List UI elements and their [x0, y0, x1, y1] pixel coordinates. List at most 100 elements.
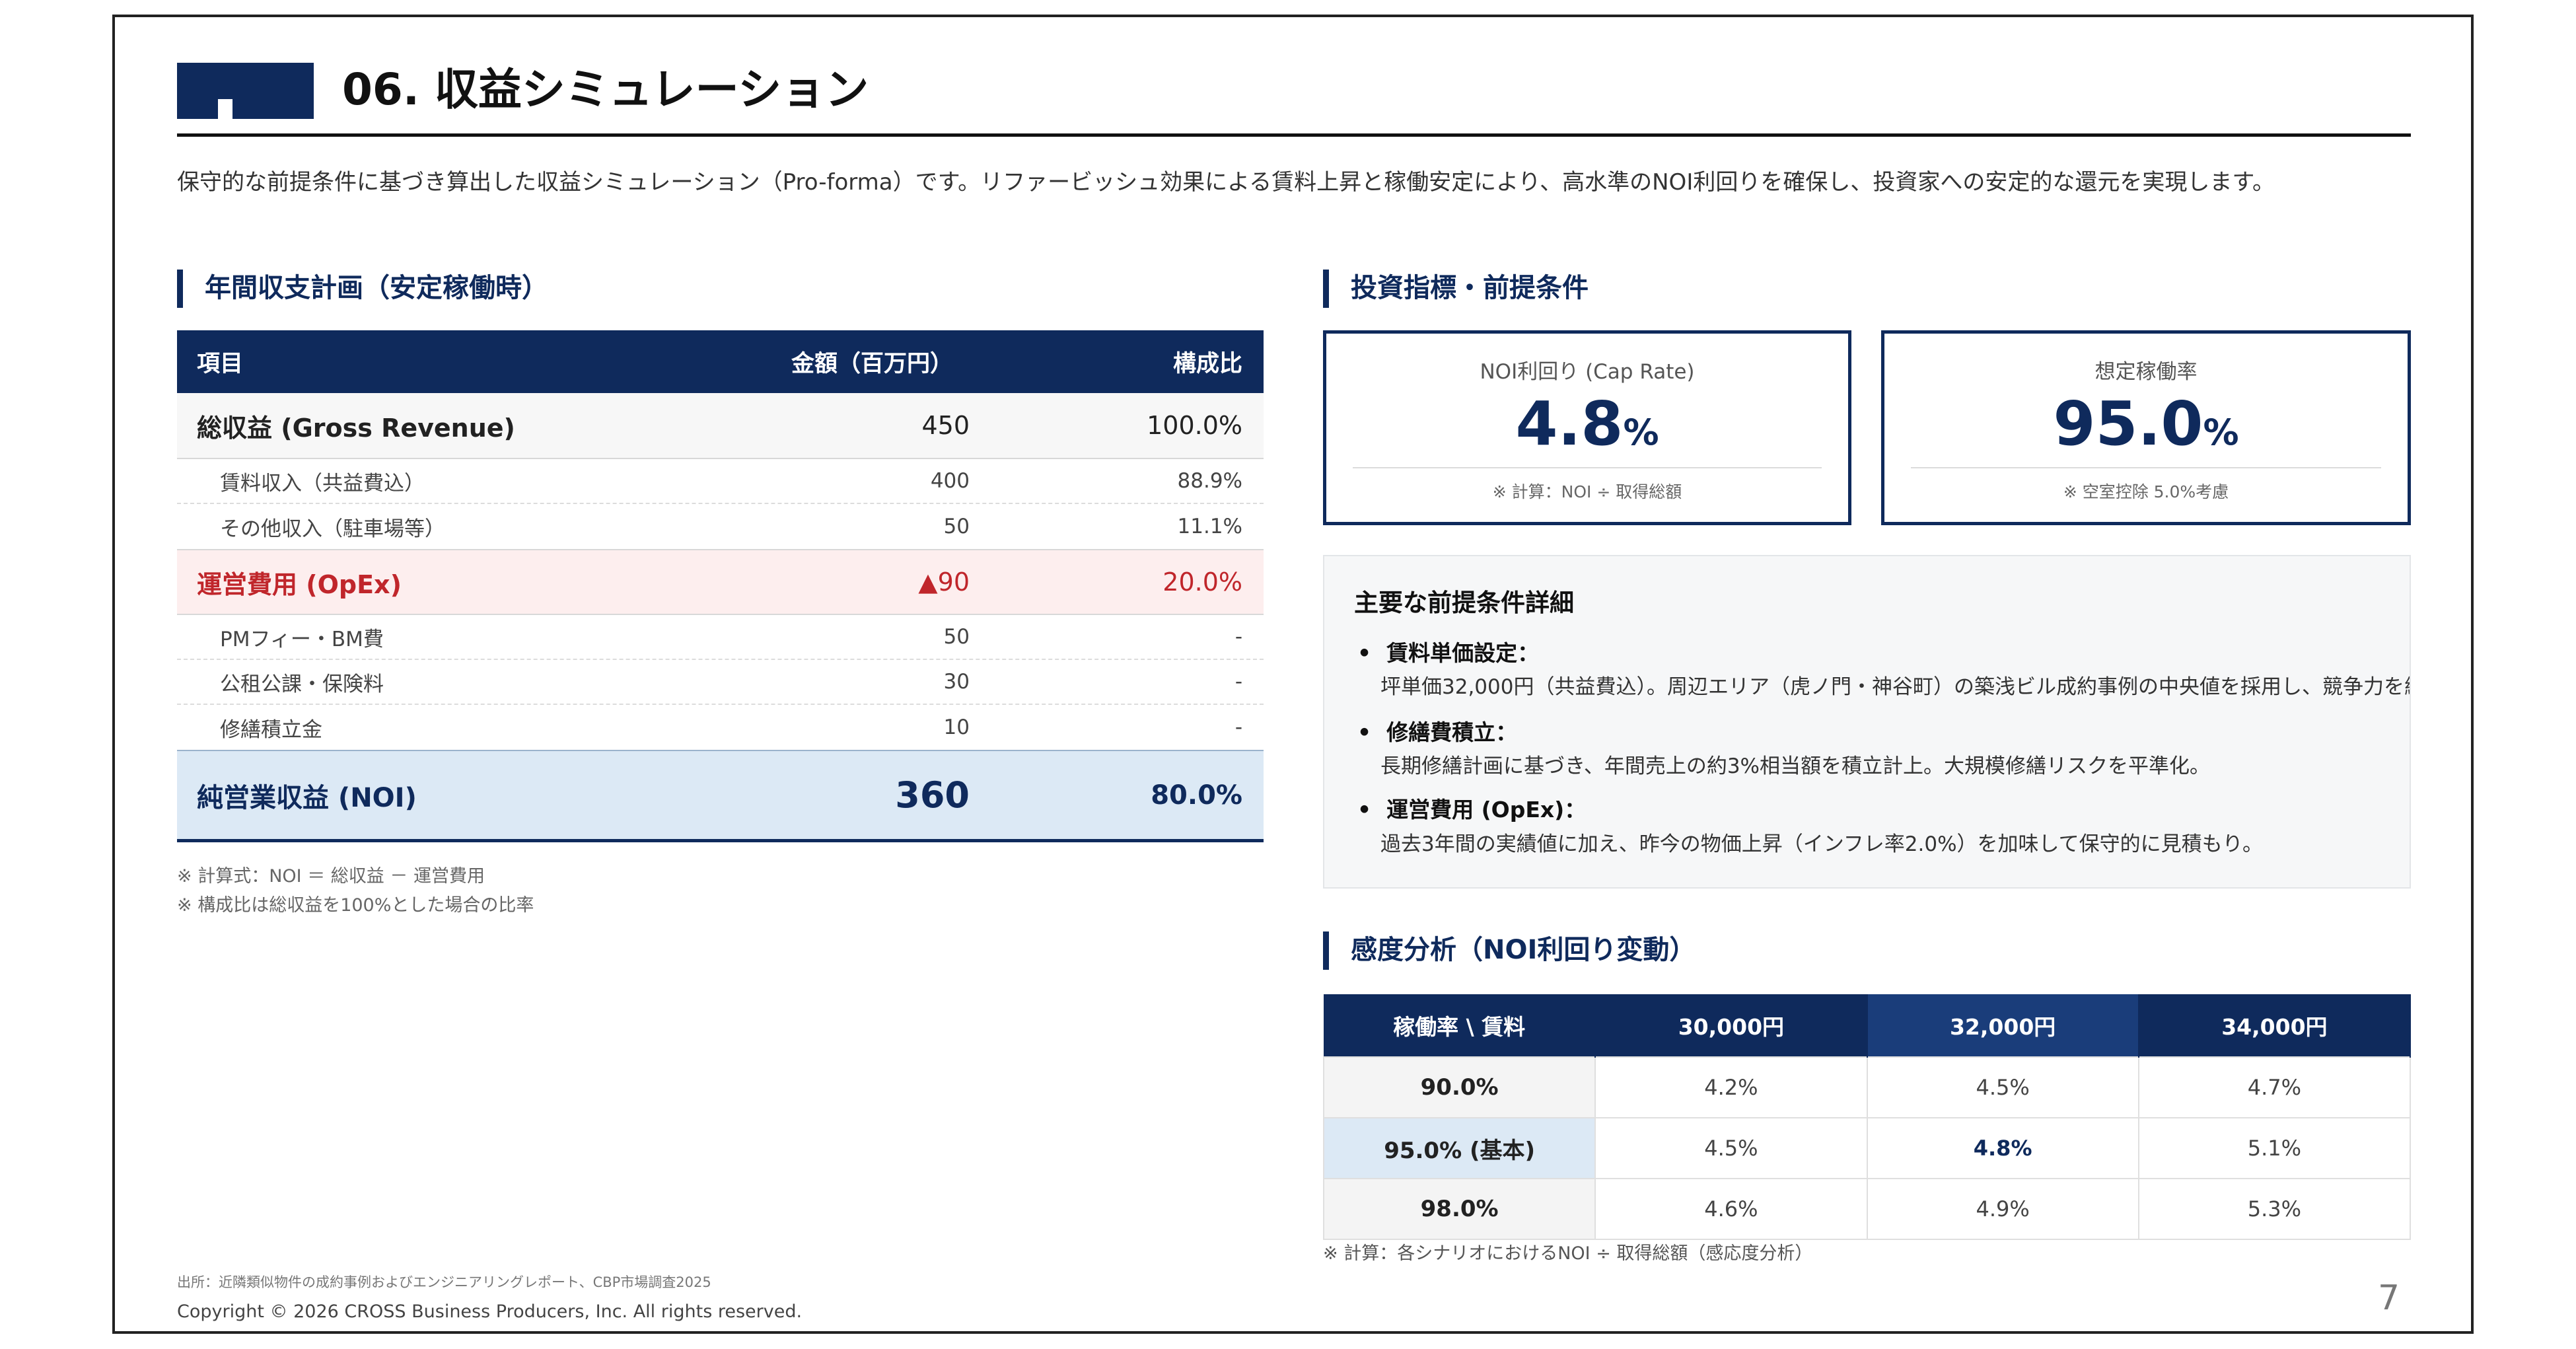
row-header-occupancy: 95.0% (基本)	[1322, 1117, 1596, 1179]
col-header-item: 項目	[197, 351, 244, 377]
assumption-title: 賃料単価設定：	[1386, 640, 1540, 666]
table-row: その他収入（駐車場等） 50 11.1%	[177, 504, 1264, 549]
col-header-rent: 30,000円	[1595, 994, 1868, 1057]
kpi-divider	[1911, 467, 2381, 468]
assumption-desc: 長期修繕計画に基づき、年間売上の約3%相当額を積立計上。大規模修繕リスクを平準化…	[1380, 754, 2211, 778]
source-note: 出所：近隣類似物件の成約事例およびエンジニアリングレポート、CBP市場調査202…	[177, 1274, 711, 1290]
col-header-rent: 34,000円	[2138, 994, 2412, 1057]
revenue-label: 総収益 (Gross Revenue)	[197, 413, 515, 443]
row-label: その他収入（駐車場等）	[220, 517, 445, 541]
opex-amount: ▲90	[918, 567, 970, 597]
row-ratio: -	[1234, 670, 1242, 694]
sensitivity-section-title: 感度分析（NOI利回り変動）	[1351, 935, 1696, 965]
row-amount: 10	[943, 715, 970, 739]
table-row: 修繕積立金 10 -	[177, 705, 1264, 750]
assumption-title: 修繕費積立：	[1386, 719, 1518, 745]
kpi-unit: %	[1623, 412, 1659, 453]
sensitivity-cell: 4.5%	[1866, 1056, 2139, 1118]
table-row: 公租公課・保険料 30 -	[177, 660, 1264, 705]
sensitivity-note: ※ 計算：各シナリオにおけるNOI ÷ 取得総額（感応度分析）	[1323, 1243, 1813, 1264]
row-label: 公租公課・保険料	[220, 672, 384, 696]
income-note: ※ 計算式：NOI ＝ 総収益 － 運営費用	[177, 866, 485, 887]
table-row: PMフィー・BM費 50 -	[177, 615, 1264, 660]
revenue-ratio: 100.0%	[1147, 411, 1242, 440]
kpi-note: ※ 空室控除 5.0%考慮	[2063, 482, 2229, 501]
assumptions-box: 主要な前提条件詳細 • 賃料単価設定： 坪単価32,000円（共益費込）。周辺エ…	[1323, 555, 2411, 889]
row-label: 修繕積立金	[220, 717, 322, 742]
section-bar-icon	[1323, 270, 1329, 308]
row-label: 賃料収入（共益費込）	[220, 471, 425, 495]
table-row-noi: 純営業収益 (NOI) 360 80.0%	[177, 750, 1264, 842]
row-amount: 30	[943, 670, 970, 694]
row-ratio: -	[1234, 625, 1242, 649]
sensitivity-table: 稼働率 \ 賃料 30,000円 32,000円 34,000円 90.0% 4…	[1322, 994, 2412, 1240]
kpi-number: 95.0	[2053, 388, 2203, 459]
row-amount: 50	[943, 515, 970, 538]
noi-label: 純営業収益 (NOI)	[197, 782, 417, 813]
assumption-item: • 賃料単価設定：	[1357, 640, 1540, 666]
noi-amount: 360	[895, 774, 970, 816]
assumption-item: • 修繕費積立：	[1357, 719, 1518, 745]
row-label: PMフィー・BM費	[220, 627, 384, 651]
page-title: 06. 収益シミュレーション	[342, 64, 869, 115]
row-ratio: 88.9%	[1177, 469, 1242, 493]
income-table: 項目 金額（百万円） 構成比 総収益 (Gross Revenue) 450 1…	[177, 330, 1264, 842]
assumption-desc: 坪単価32,000円（共益費込）。周辺エリア（虎ノ門・神谷町）の築浅ビル成約事例…	[1380, 675, 2411, 699]
income-note: ※ 構成比は総収益を100%とした場合の比率	[177, 895, 534, 916]
kpi-label: 想定稼働率	[2094, 360, 2198, 384]
table-row-revenue: 総収益 (Gross Revenue) 450 100.0%	[177, 393, 1264, 459]
opex-label: 運営費用 (OpEx)	[197, 569, 402, 599]
opex-ratio: 20.0%	[1163, 567, 1242, 597]
kpi-card-cap-rate: NOI利回り (Cap Rate) 4.8% ※ 計算：NOI ÷ 取得総額	[1323, 330, 1851, 525]
row-ratio: 11.1%	[1177, 515, 1242, 538]
noi-ratio: 80.0%	[1151, 780, 1242, 811]
kpi-note: ※ 計算：NOI ÷ 取得総額	[1492, 482, 1682, 501]
assumption-desc: 過去3年間の実績値に加え、昨今の物価上昇（インフレ率2.0%）を加味して保守的に…	[1380, 832, 2263, 856]
table-row: 95.0% (基本) 4.5% 4.8% 5.1%	[1322, 1117, 2412, 1179]
row-ratio: -	[1234, 715, 1242, 739]
sensitivity-cell-base: 4.8%	[1866, 1117, 2139, 1179]
title-divider	[177, 133, 2411, 137]
table-row: 賃料収入（共益費込） 400 88.9%	[177, 459, 1264, 504]
sensitivity-cell: 4.7%	[2137, 1056, 2412, 1118]
kpi-divider	[1353, 467, 1822, 468]
row-amount: 50	[943, 625, 970, 649]
sensitivity-cell: 5.3%	[2137, 1178, 2412, 1240]
section-bar-icon	[1323, 931, 1329, 970]
col-header-amount: 金額（百万円）	[791, 351, 953, 377]
row-amount: 400	[930, 469, 970, 493]
section-bar-icon	[177, 270, 183, 308]
sensitivity-cell: 4.5%	[1594, 1117, 1868, 1179]
income-section-title: 年間収支計画（安定稼働時）	[205, 273, 548, 303]
sensitivity-cell: 4.9%	[1866, 1178, 2139, 1240]
kpi-value: 4.8%	[1326, 388, 1848, 469]
sensitivity-cell: 4.2%	[1594, 1056, 1868, 1118]
table-row: 90.0% 4.2% 4.5% 4.7%	[1322, 1056, 2412, 1118]
copyright: Copyright © 2026 CROSS Business Producer…	[177, 1301, 803, 1322]
kpi-unit: %	[2203, 412, 2239, 453]
sensitivity-header-row: 稼働率 \ 賃料 30,000円 32,000円 34,000円	[1324, 994, 2412, 1057]
income-notes: ※ 計算式：NOI ＝ 総収益 － 運営費用 ※ 構成比は総収益を100%とした…	[177, 862, 534, 920]
sensitivity-cell: 4.6%	[1594, 1178, 1868, 1240]
kpi-card-occupancy: 想定稼働率 95.0% ※ 空室控除 5.0%考慮	[1881, 330, 2411, 525]
logo-mark	[177, 63, 314, 119]
row-header-occupancy: 98.0%	[1322, 1178, 1596, 1240]
assumptions-title: 主要な前提条件詳細	[1354, 589, 1574, 617]
table-row: 98.0% 4.6% 4.9% 5.3%	[1322, 1178, 2412, 1240]
logo-mark-notch	[218, 99, 233, 119]
col-header-ratio: 構成比	[1172, 351, 1242, 377]
intro-text: 保守的な前提条件に基づき算出した収益シミュレーション（Pro-forma）です。…	[177, 169, 2275, 196]
income-table-header: 項目 金額（百万円） 構成比	[177, 330, 1264, 393]
revenue-amount: 450	[921, 411, 970, 440]
row-header-occupancy: 90.0%	[1322, 1056, 1596, 1118]
col-header-rent: 32,000円	[1867, 994, 2139, 1057]
kpi-section-title: 投資指標・前提条件	[1351, 273, 1589, 303]
kpi-value: 95.0%	[1884, 388, 2408, 469]
table-row-opex: 運営費用 (OpEx) ▲90 20.0%	[177, 549, 1264, 615]
page-number: 7	[2378, 1278, 2400, 1318]
kpi-number: 4.8	[1515, 388, 1624, 459]
kpi-label: NOI利回り (Cap Rate)	[1480, 360, 1695, 384]
assumption-title: 運営費用 (OpEx)：	[1386, 797, 1587, 822]
sensitivity-corner: 稼働率 \ 賃料	[1324, 994, 1596, 1057]
sensitivity-cell: 5.1%	[2137, 1117, 2412, 1179]
